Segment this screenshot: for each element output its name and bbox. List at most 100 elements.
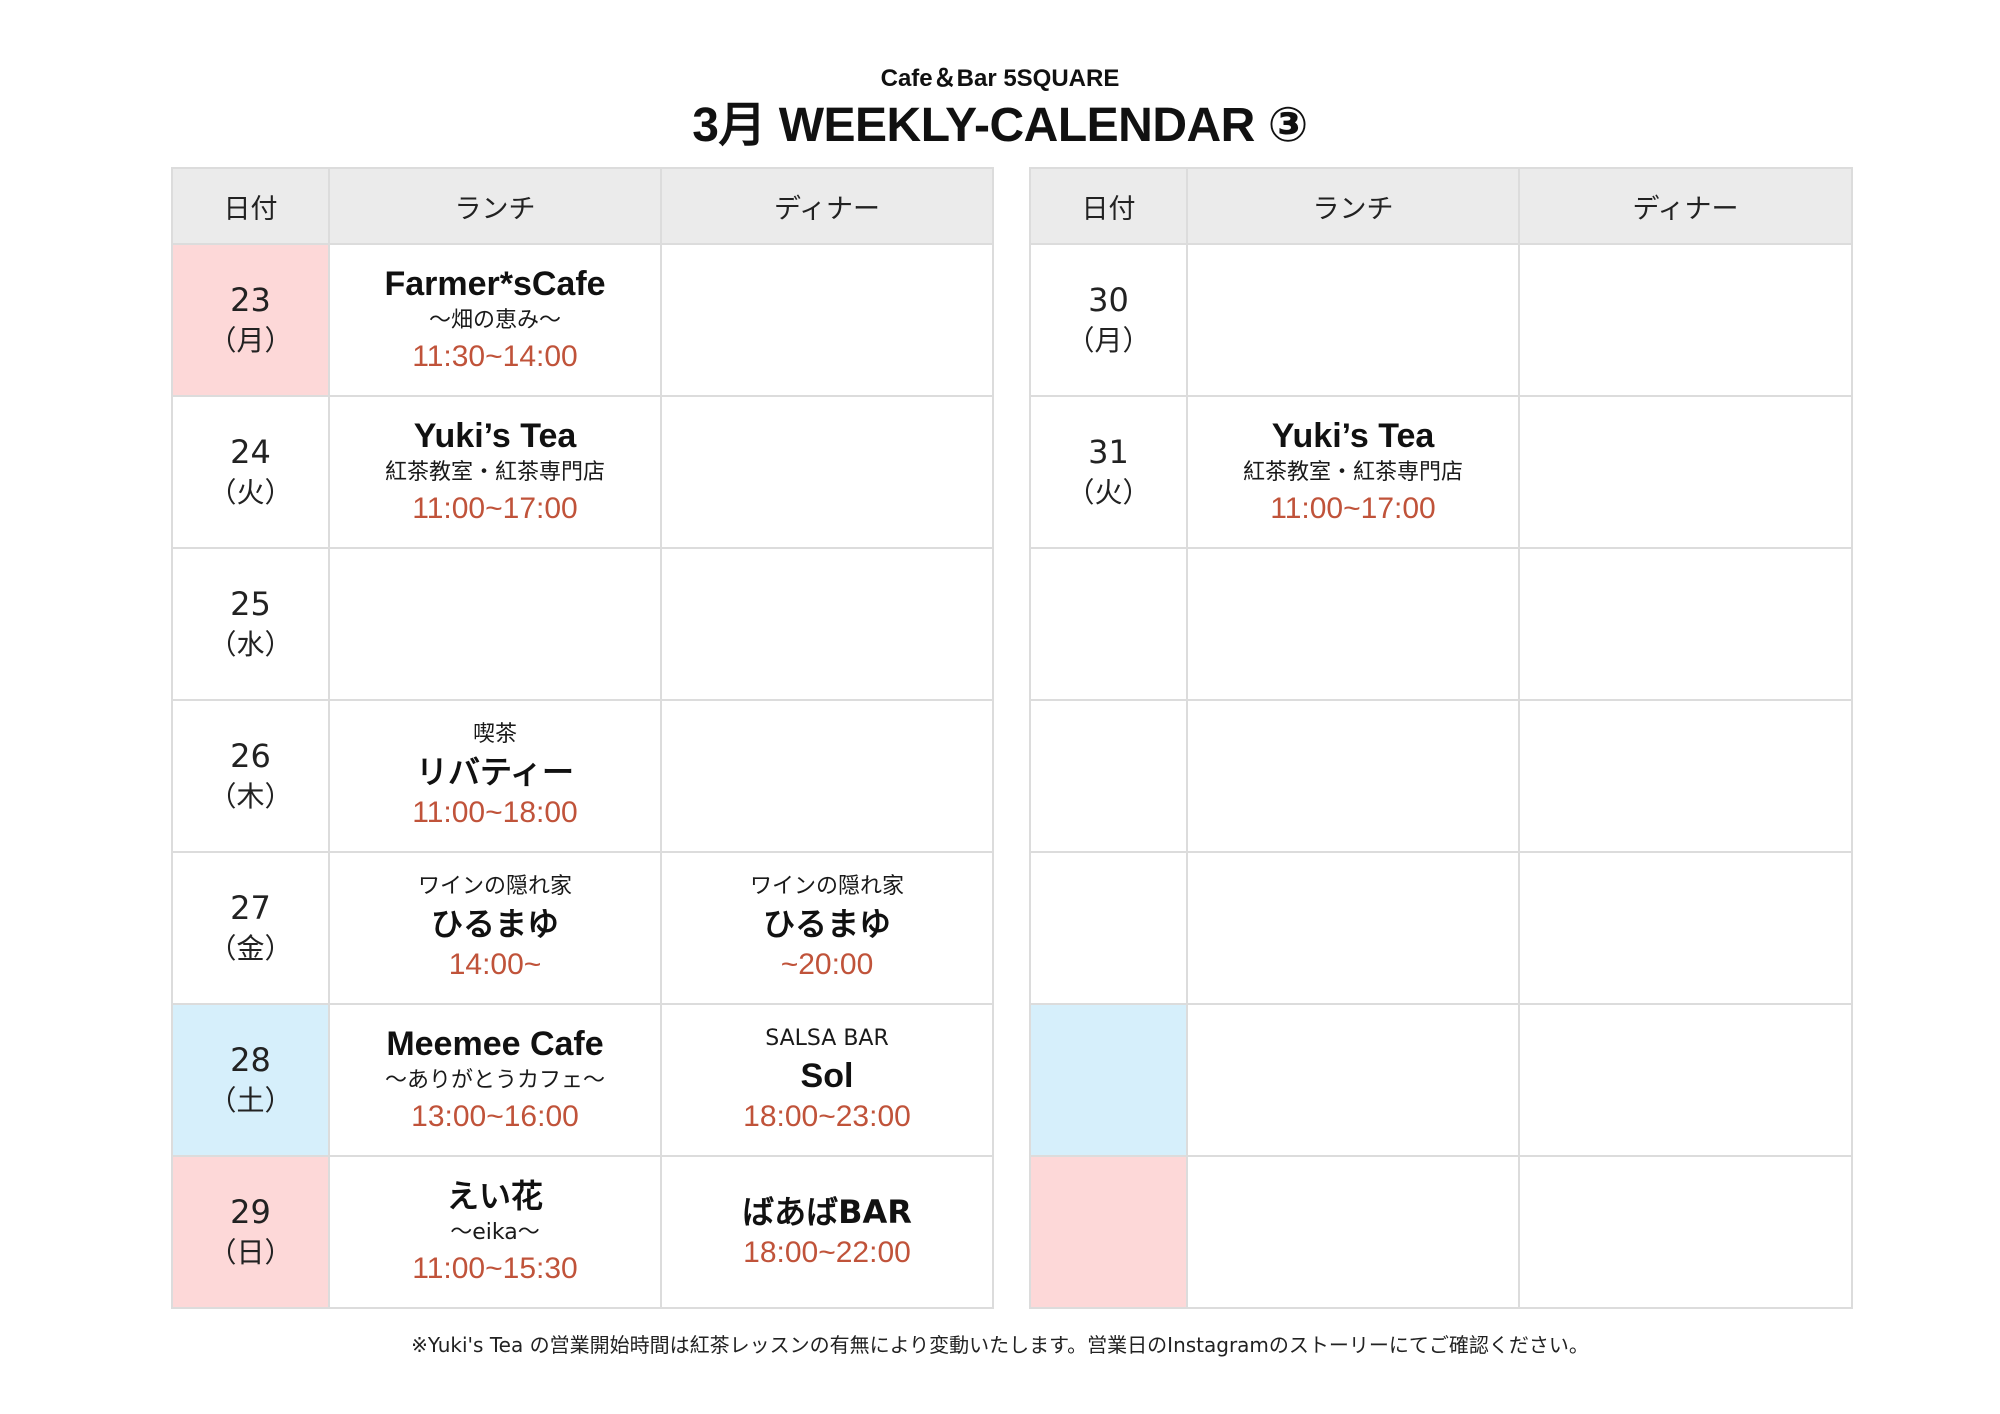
- calendar-row: 25 （水）: [171, 547, 994, 701]
- event-caption: SALSA BAR: [765, 1026, 889, 1051]
- lunch-cell: [1186, 851, 1520, 1005]
- dinner-event: SALSA BAR Sol 18:00~23:00: [663, 1023, 991, 1137]
- calendar-row: 28 （土） Meemee Cafe 〜ありがとうカフェ〜 13:00~16:00 SAL…: [171, 1003, 994, 1157]
- column-header-lunch: ランチ: [1186, 167, 1520, 245]
- event-name: リバティー: [415, 753, 575, 791]
- date-cell: [1029, 699, 1188, 853]
- lunch-cell: [1186, 699, 1520, 853]
- dinner-cell: [1518, 699, 1853, 853]
- date-cell: [1029, 1155, 1188, 1309]
- date-cell: [1029, 547, 1188, 701]
- date-cell: 28 （土）: [171, 1003, 330, 1157]
- event-name: Farmer*sCafe: [384, 265, 606, 303]
- event-name: Yuki’s Tea: [1271, 417, 1435, 455]
- lunch-cell: [1186, 1003, 1520, 1157]
- weekday-label: （火）: [1066, 476, 1151, 509]
- event-subtitle: 紅茶教室・紅茶専門店: [384, 460, 605, 485]
- lunch-cell: Yuki’s Tea 紅茶教室・紅茶専門店 11:00~17:00: [1186, 395, 1520, 549]
- event-name: Yuki’s Tea: [413, 417, 577, 455]
- event-time: 11:30~14:00: [412, 340, 578, 373]
- lunch-cell: [1186, 243, 1520, 397]
- date-cell: 26 （木）: [171, 699, 330, 853]
- calendar-row: 27 （金） ワインの隠れ家 ひるまゆ 14:00~ ワインの隠れ家 ひるまゆ ~20:00: [171, 851, 994, 1005]
- lunch-event: Meemee Cafe 〜ありがとうカフェ〜 13:00~16:00: [331, 1023, 659, 1137]
- event-time: 11:00~17:00: [412, 492, 578, 525]
- dinner-cell: ばあばBAR 18:00~22:00: [660, 1155, 994, 1309]
- date-cell: [1029, 851, 1188, 1005]
- event-subtitle: 〜ありがとうカフェ〜: [384, 1068, 605, 1093]
- dinner-cell: SALSA BAR Sol 18:00~23:00: [660, 1003, 994, 1157]
- lunch-cell: Meemee Cafe 〜ありがとうカフェ〜 13:00~16:00: [328, 1003, 662, 1157]
- event-subtitle: 〜畑の恵み〜: [428, 308, 561, 333]
- dinner-cell: [1518, 395, 1853, 549]
- dinner-cell: [660, 699, 994, 853]
- weekday-label: （月）: [208, 324, 293, 357]
- dinner-cell: [660, 243, 994, 397]
- day-number: 24: [230, 433, 271, 471]
- event-caption: ワインの隠れ家: [749, 874, 904, 899]
- calendar-row: [1029, 1003, 1853, 1157]
- dinner-cell: [1518, 547, 1853, 701]
- dinner-cell: [1518, 243, 1853, 397]
- dinner-cell: [660, 547, 994, 701]
- dinner-event: ワインの隠れ家 ひるまゆ ~20:00: [663, 871, 991, 985]
- table-header-row: 日付 ランチ ディナー: [1029, 167, 1853, 245]
- lunch-cell: ワインの隠れ家 ひるまゆ 14:00~: [328, 851, 662, 1005]
- column-header-date: 日付: [1029, 167, 1188, 245]
- event-caption: 喫茶: [472, 722, 517, 747]
- date-cell: 30 （月）: [1029, 243, 1188, 397]
- event-subtitle: 紅茶教室・紅茶専門店: [1242, 460, 1463, 485]
- dinner-cell: ワインの隠れ家 ひるまゆ ~20:00: [660, 851, 994, 1005]
- column-header-date: 日付: [171, 167, 330, 245]
- date-cell: [1029, 1003, 1188, 1157]
- calendar-row: 24 （火） Yuki’s Tea 紅茶教室・紅茶専門店 11:00~17:00: [171, 395, 994, 549]
- calendar-row: 31 （火） Yuki’s Tea 紅茶教室・紅茶専門店 11:00~17:00: [1029, 395, 1853, 549]
- weekday-label: （木）: [208, 780, 293, 813]
- weekday-label: （水）: [208, 628, 293, 661]
- day-number: 26: [230, 737, 271, 775]
- event-time: 11:00~17:00: [1270, 492, 1436, 525]
- event-caption: ワインの隠れ家: [417, 874, 572, 899]
- store-name: Cafe＆Bar 5SQUARE: [880, 65, 1120, 92]
- date-cell: 27 （金）: [171, 851, 330, 1005]
- day-number: 31: [1088, 433, 1129, 471]
- event-time: 18:00~22:00: [743, 1236, 911, 1269]
- lunch-event: Farmer*sCafe 〜畑の恵み〜 11:30~14:00: [331, 263, 659, 377]
- lunch-cell: 喫茶 リバティー 11:00~18:00: [328, 699, 662, 853]
- calendar-table-left: 日付 ランチ ディナー 23 （月） Farmer*sCafe 〜畑の恵み〜 11:30…: [171, 167, 994, 1309]
- event-time: 11:00~15:30: [412, 1252, 578, 1285]
- calendar-row: [1029, 699, 1853, 853]
- day-number: 23: [230, 281, 271, 319]
- date-cell: 31 （火）: [1029, 395, 1188, 549]
- weekday-label: （月）: [1066, 324, 1151, 357]
- event-name: ばあばBAR: [742, 1193, 912, 1231]
- calendar-body-right: 30 （月） 31 （火） Yuki’s Tea 紅茶教室・紅茶専門店 11:00~17:0…: [1029, 243, 1853, 1309]
- lunch-event: Yuki’s Tea 紅茶教室・紅茶専門店 11:00~17:00: [1189, 415, 1517, 529]
- weekday-label: （日）: [208, 1236, 293, 1269]
- lunch-event: えい花 〜eika〜 11:00~15:30: [331, 1175, 659, 1289]
- lunch-cell: Farmer*sCafe 〜畑の恵み〜 11:30~14:00: [328, 243, 662, 397]
- calendar-table-right: 日付 ランチ ディナー 30 （月） 31 （火） Yuki’s Tea 紅茶教室・紅茶専…: [1029, 167, 1853, 1309]
- date-cell: 25 （水）: [171, 547, 330, 701]
- calendar-row: 29 （日） えい花 〜eika〜 11:00~15:30 ばあばBAR 18:00~22:…: [171, 1155, 994, 1309]
- lunch-cell: [1186, 547, 1520, 701]
- dinner-cell: [1518, 1003, 1853, 1157]
- lunch-event: 喫茶 リバティー 11:00~18:00: [331, 719, 659, 833]
- calendar-row: 23 （月） Farmer*sCafe 〜畑の恵み〜 11:30~14:00: [171, 243, 994, 397]
- event-time: 13:00~16:00: [411, 1100, 579, 1133]
- calendar-row: [1029, 851, 1853, 1005]
- weekday-label: （火）: [208, 476, 293, 509]
- day-number: 30: [1088, 281, 1129, 319]
- column-header-dinner: ディナー: [660, 167, 994, 245]
- calendar-row: [1029, 1155, 1853, 1309]
- event-name: Meemee Cafe: [386, 1025, 604, 1063]
- column-header-dinner: ディナー: [1518, 167, 1853, 245]
- weekday-label: （金）: [208, 932, 293, 965]
- event-name: Sol: [800, 1057, 854, 1095]
- date-cell: 23 （月）: [171, 243, 330, 397]
- event-time: 14:00~: [448, 948, 542, 981]
- event-subtitle: 〜eika〜: [450, 1220, 540, 1245]
- table-header-row: 日付 ランチ ディナー: [171, 167, 994, 245]
- lunch-cell: [328, 547, 662, 701]
- day-number: 28: [230, 1041, 271, 1079]
